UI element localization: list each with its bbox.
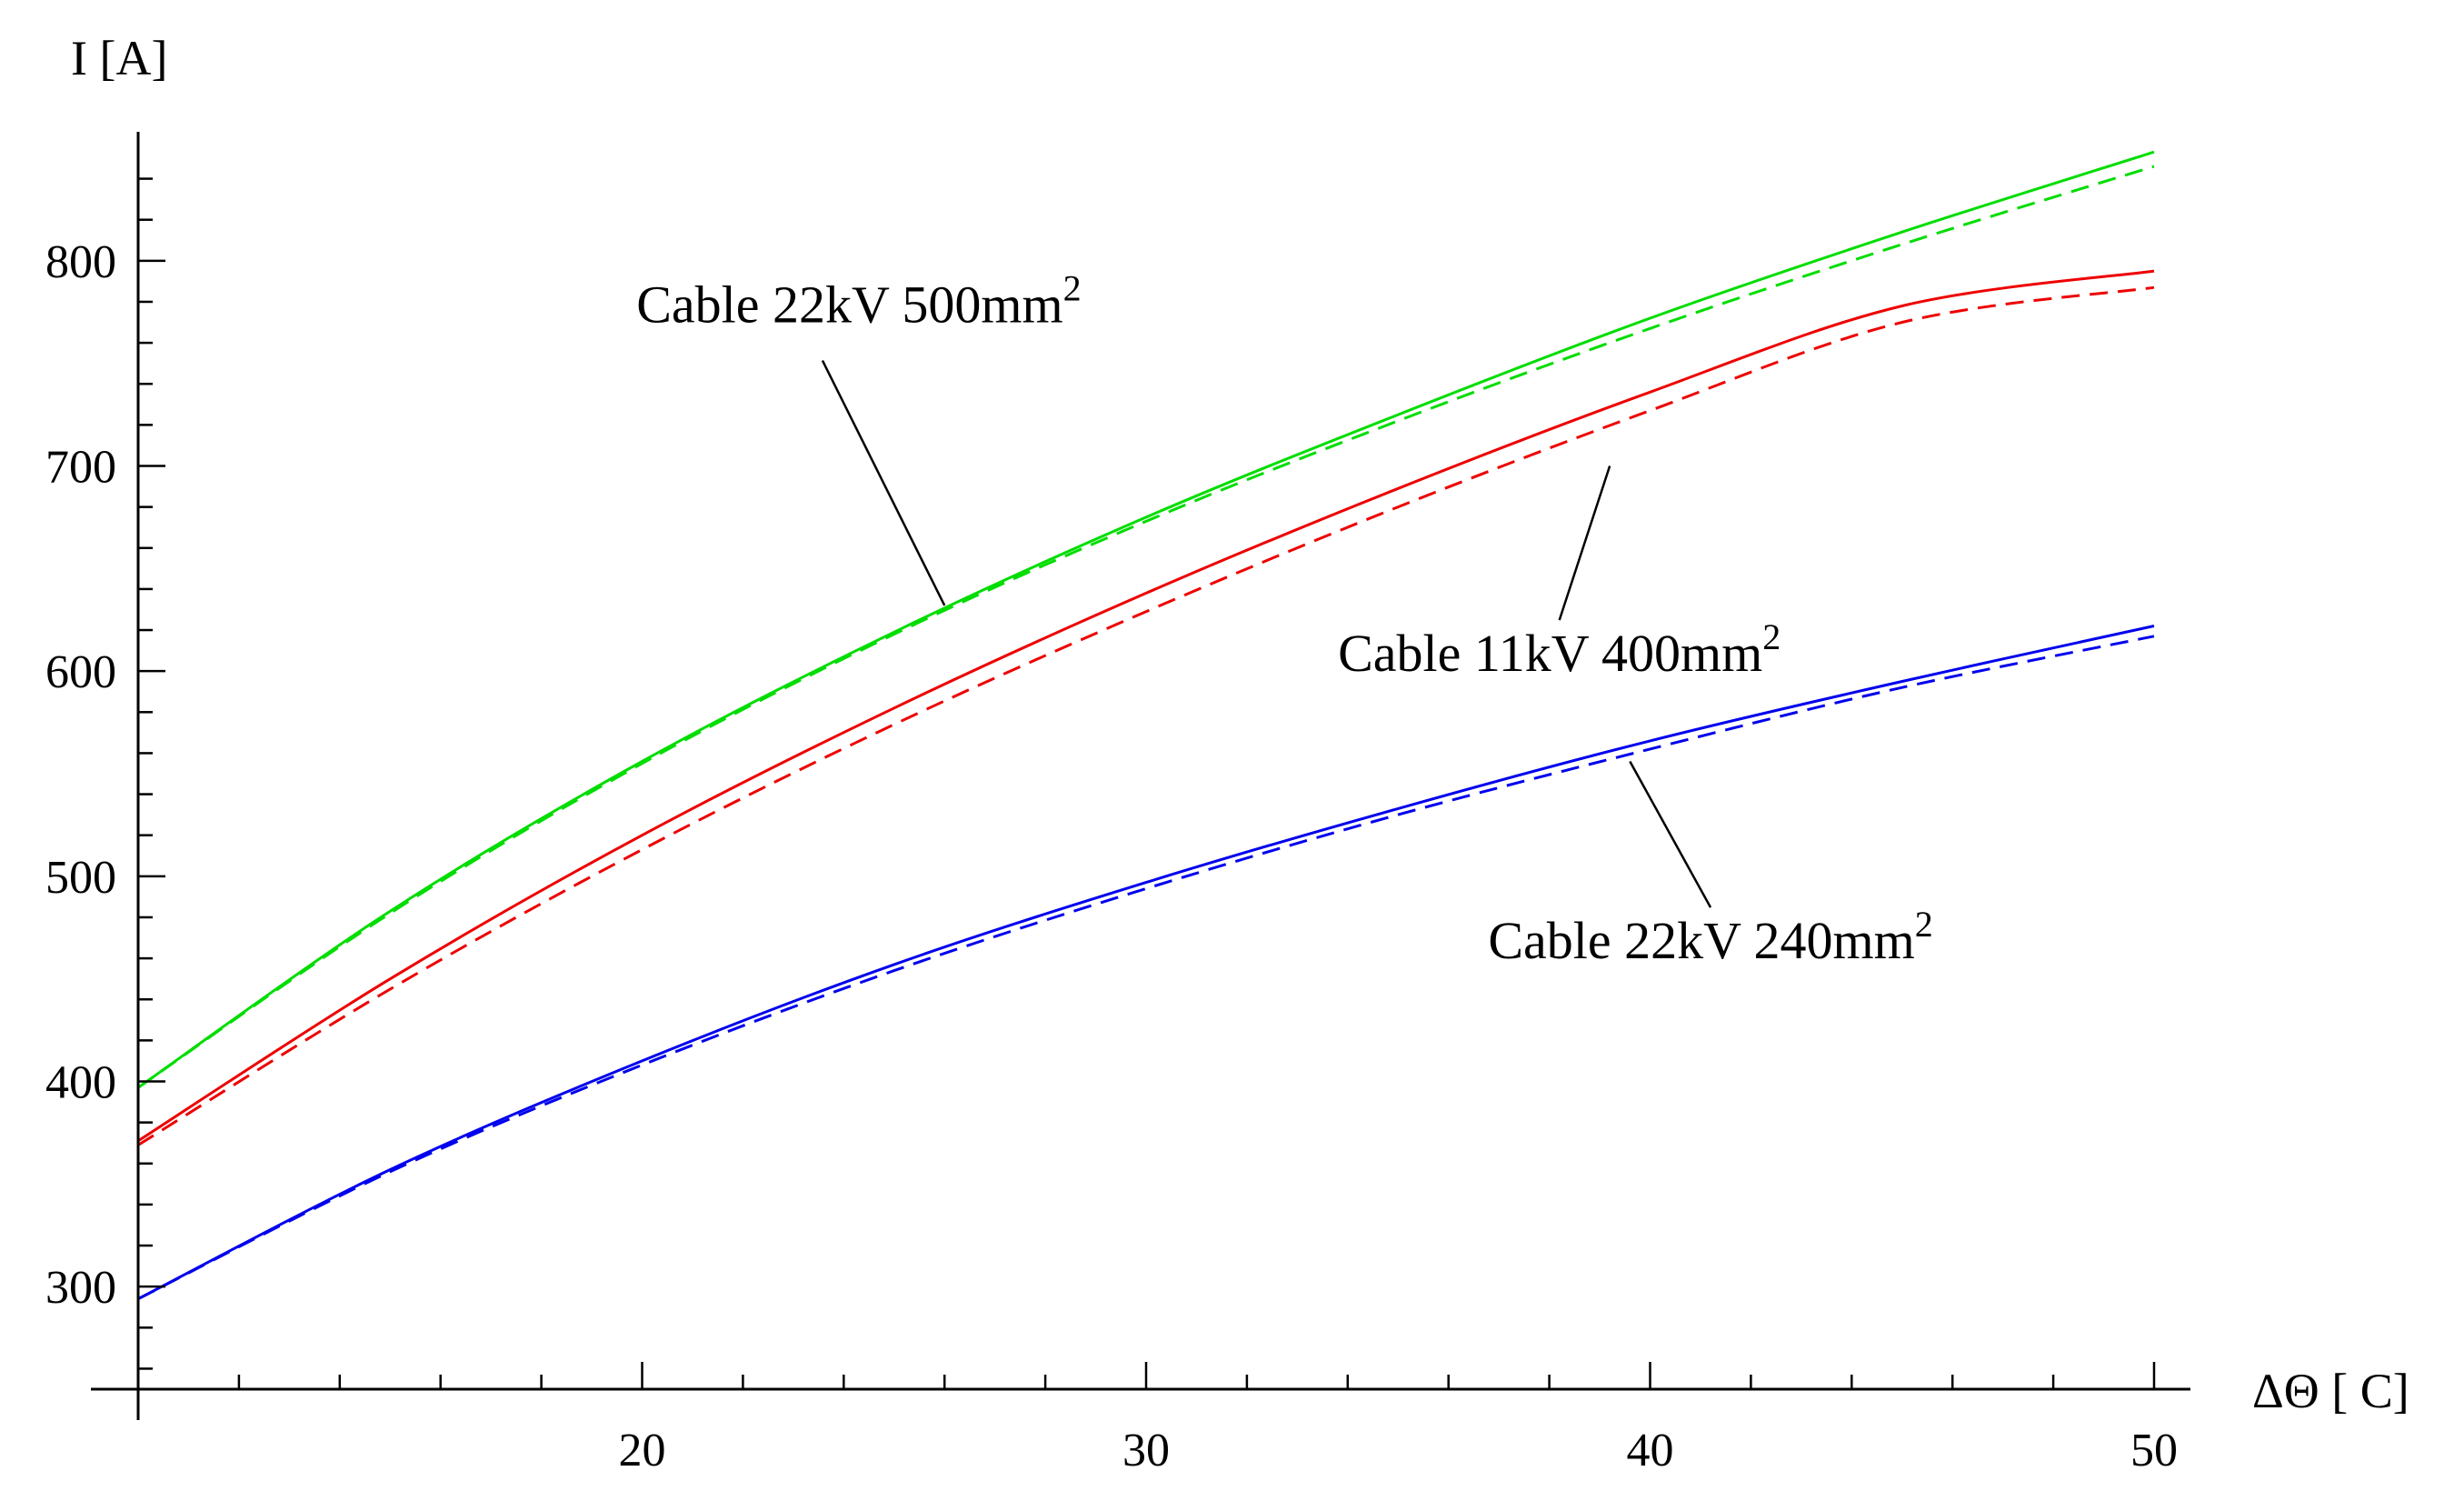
series-line	[137, 150, 2155, 1089]
series-line	[137, 165, 2155, 1089]
series-line	[137, 635, 2155, 1301]
ticks	[138, 177, 2156, 1389]
y-tick-label: 300	[45, 1262, 116, 1314]
series-lines	[137, 150, 2155, 1301]
annotation-label: Cable 22kV 240mm2	[1488, 904, 1932, 970]
y-tick-label: 400	[45, 1057, 116, 1109]
y-tick-label: 500	[45, 852, 116, 904]
annotation-leader	[1629, 760, 1712, 908]
x-axis-label: ΔΘ [ C]	[2252, 1364, 2409, 1418]
x-tick-label: 50	[2130, 1425, 2178, 1476]
y-axis-label: I [A]	[71, 31, 167, 85]
axes	[91, 132, 2190, 1420]
y-tick-label: 700	[45, 442, 116, 494]
annotation-label: Cable 22kV 500mm2	[636, 268, 1081, 335]
series-line	[137, 285, 2155, 1146]
tick-labels: 20 30 40 50 300 400 500 600 700 800	[45, 236, 2178, 1476]
y-tick-label: 600	[45, 646, 116, 698]
x-tick-label: 30	[1122, 1425, 1170, 1476]
x-tick-label: 20	[619, 1425, 666, 1476]
annotation-leader	[821, 359, 946, 606]
y-tick-label: 800	[45, 236, 116, 288]
series-line	[137, 625, 2155, 1301]
annotation-label: Cable 11kV 400mm2	[1338, 616, 1781, 683]
annotations: Cable 22kV 500mm2 Cable 11kV 400mm2 Cable …	[636, 268, 1932, 971]
series-line	[137, 269, 2155, 1143]
x-tick-label: 40	[1627, 1425, 1674, 1476]
annotation-leader	[1558, 465, 1611, 621]
